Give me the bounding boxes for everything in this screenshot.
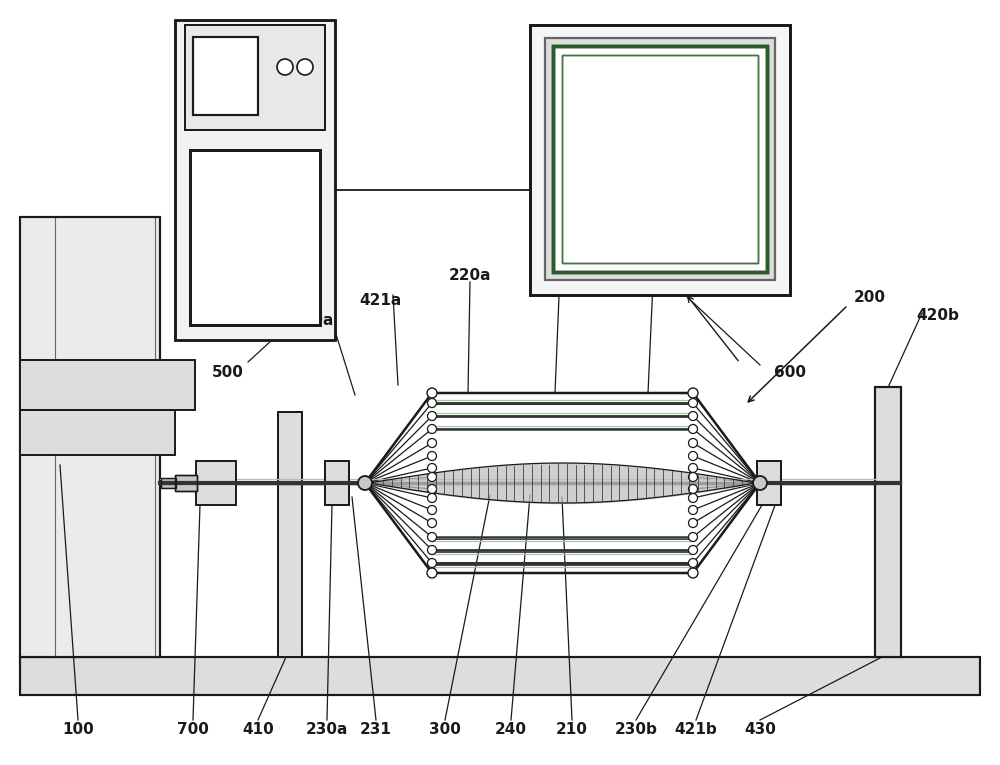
Circle shape [688,388,698,398]
Bar [20,410,175,455]
Bar [562,55,758,263]
Circle shape [688,484,698,493]
Bar [20,360,195,410]
Circle shape [428,425,436,434]
Bar [190,150,320,325]
Bar [553,46,767,272]
Circle shape [688,451,698,461]
Bar [325,461,349,505]
Bar [530,25,790,295]
Bar [553,46,767,272]
Circle shape [688,425,698,434]
Text: 220a: 220a [449,268,491,282]
Bar [20,217,160,657]
Bar [20,360,195,410]
Circle shape [688,506,698,515]
Text: 220b: 220b [632,268,674,282]
Text: 240: 240 [495,722,527,737]
Circle shape [428,451,436,461]
Circle shape [428,473,436,481]
Bar [175,475,197,491]
Circle shape [688,545,698,555]
Text: 421a: 421a [359,292,401,308]
Circle shape [428,464,436,473]
Circle shape [277,59,293,75]
Circle shape [428,506,436,515]
Bar [875,387,901,657]
Bar [175,20,335,340]
Text: 421b: 421b [675,722,717,737]
Text: 420b: 420b [917,308,959,323]
Bar [185,25,325,130]
Circle shape [428,545,436,555]
Text: 231: 231 [360,722,392,737]
Bar [278,412,302,657]
Bar [20,410,175,455]
Circle shape [428,519,436,528]
Circle shape [688,532,698,542]
Bar [757,461,781,505]
Circle shape [688,412,698,421]
Circle shape [428,399,436,408]
Text: 420: 420 [544,258,576,272]
Text: 700: 700 [177,722,209,737]
Text: 100: 100 [62,722,94,737]
Bar [193,37,258,115]
Circle shape [428,438,436,448]
Bar [185,25,325,130]
Text: 410: 410 [242,722,274,737]
Text: 430: 430 [744,722,776,737]
Text: 420a: 420a [291,312,333,327]
Bar [193,37,258,115]
Text: 230b: 230b [615,722,657,737]
Bar [196,461,236,505]
Circle shape [688,473,698,481]
Circle shape [428,493,436,503]
Circle shape [688,568,698,578]
Circle shape [688,399,698,408]
Bar [530,25,790,295]
Circle shape [428,532,436,542]
Bar [545,38,775,280]
Bar [875,387,901,657]
Circle shape [753,476,767,490]
Bar [20,657,980,695]
Text: 210: 210 [556,722,588,737]
Circle shape [688,558,698,568]
Text: 600: 600 [774,364,806,379]
Bar [278,412,302,657]
Text: 200: 200 [854,289,886,304]
Text: 300: 300 [429,722,461,737]
Bar [562,55,758,263]
Bar [20,217,160,657]
Circle shape [428,558,436,568]
Bar [190,150,320,325]
Text: 230a: 230a [306,722,348,737]
Bar [757,461,781,505]
Bar [20,657,980,695]
Circle shape [688,438,698,448]
Circle shape [297,59,313,75]
Circle shape [427,568,437,578]
Bar [175,475,197,491]
Circle shape [427,388,437,398]
Bar [161,478,176,488]
Circle shape [688,519,698,528]
Circle shape [428,412,436,421]
Circle shape [688,464,698,473]
Circle shape [688,493,698,503]
Bar [325,461,349,505]
Bar [175,20,335,340]
Bar [196,461,236,505]
Bar [161,478,176,488]
Circle shape [428,484,436,493]
Bar [545,38,775,280]
Circle shape [358,476,372,490]
Text: 500: 500 [212,364,244,379]
